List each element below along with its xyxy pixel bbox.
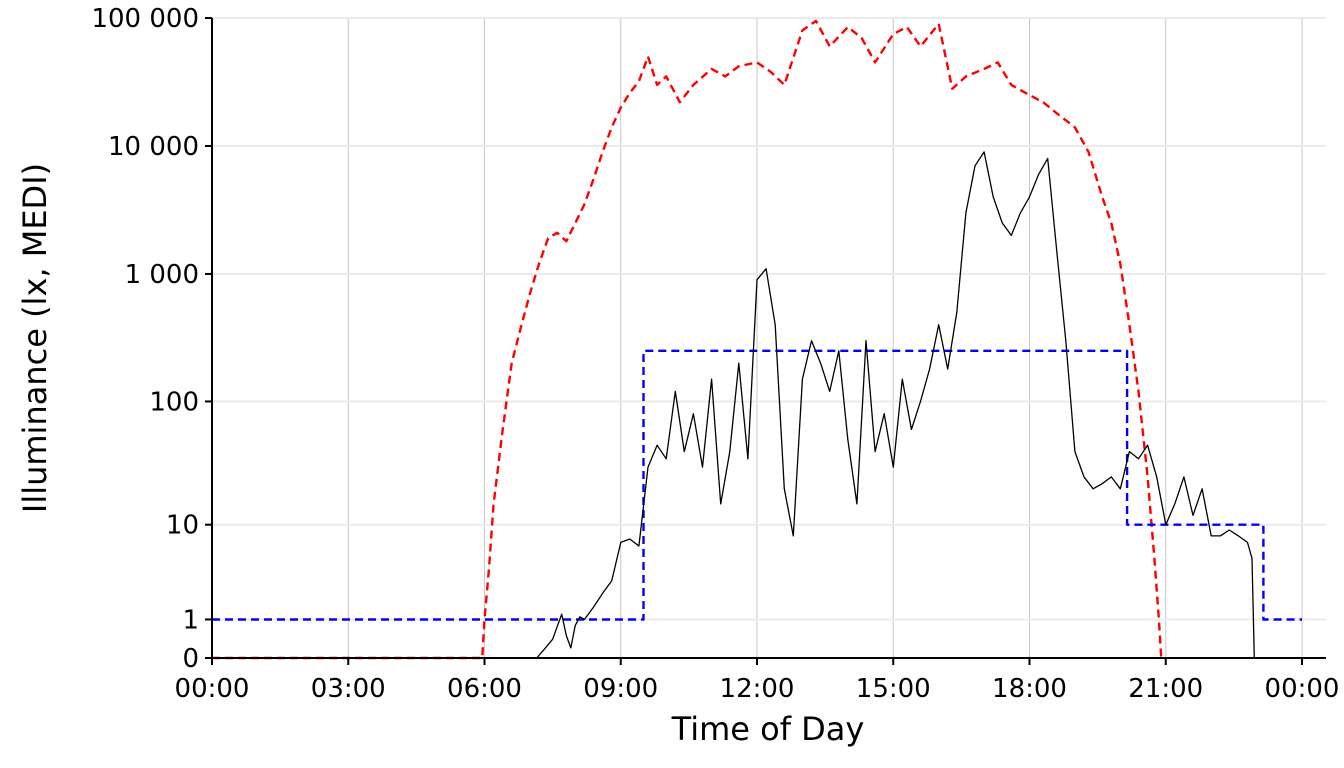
x-gridlines — [211, 18, 1303, 658]
x-ticks: 00:00 03:00 06:00 09:00 12:00 15:00 18:00 21:00… — [175, 658, 1340, 704]
x-tick-label: 03:00 — [311, 674, 386, 704]
x-tick-label: 00:00 — [175, 674, 250, 704]
y-gridlines — [212, 17, 1326, 659]
y-tick-label: 100 — [149, 387, 199, 417]
series-line-2 — [212, 349, 1302, 621]
x-tick-label: 06:00 — [447, 674, 522, 704]
x-axis-title: Time of Day — [671, 710, 865, 748]
x-tick-label: 21:00 — [1128, 674, 1203, 704]
x-tick-label: 18:00 — [992, 674, 1067, 704]
y-tick-label: 1 000 — [125, 260, 199, 290]
y-tick-label: 10 — [166, 511, 199, 541]
y-tick-label: 0 — [182, 644, 199, 674]
y-tick-label: 10 000 — [108, 132, 199, 162]
x-tick-label: 09:00 — [583, 674, 658, 704]
series-line-3 — [212, 151, 1302, 659]
series-layer — [212, 19, 1302, 660]
x-tick-label: 00:00 — [1265, 674, 1340, 704]
y-ticks: 0 1 10 100 1 000 10 000 100 000 — [91, 4, 212, 674]
series-line-1 — [212, 19, 1163, 660]
x-tick-label: 15:00 — [856, 674, 931, 704]
y-tick-label: 1 — [182, 605, 199, 635]
y-axis-title: Illuminance (lx, MEDI) — [16, 163, 54, 513]
x-tick-label: 12:00 — [720, 674, 795, 704]
y-tick-label: 100 000 — [91, 4, 199, 34]
